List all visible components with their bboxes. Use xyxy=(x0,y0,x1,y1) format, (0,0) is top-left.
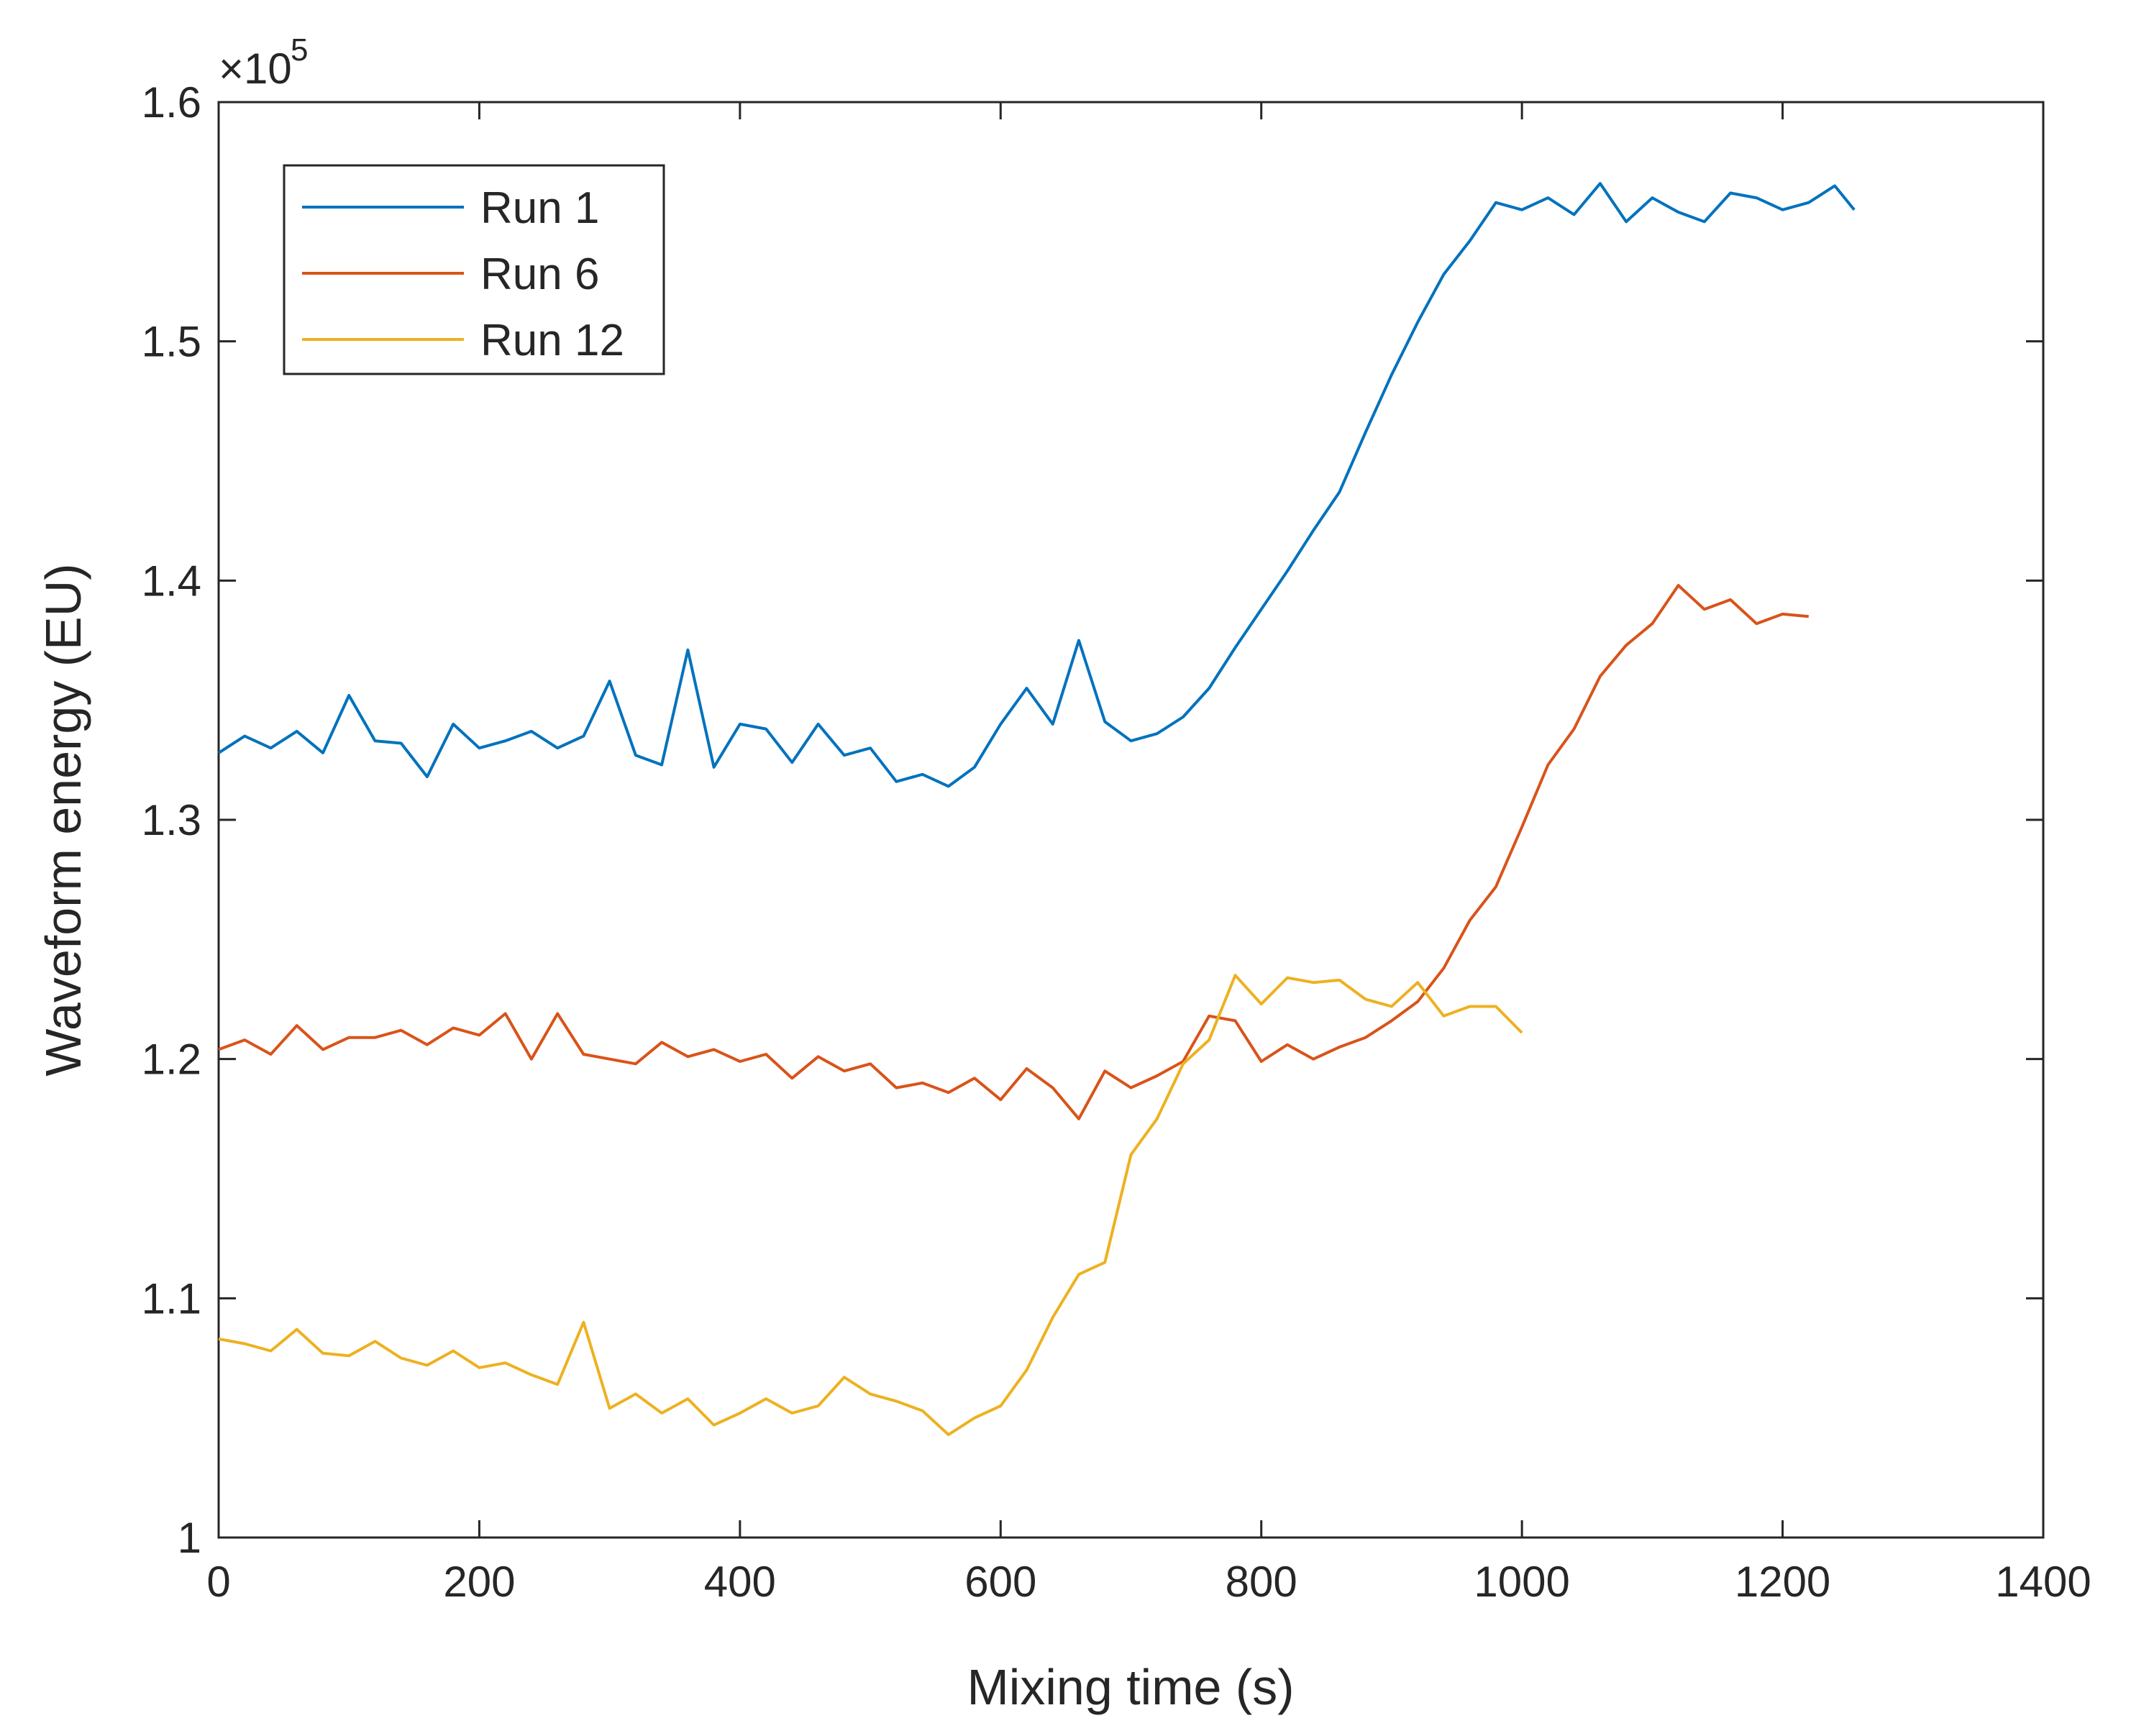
series-line-run-1 xyxy=(217,182,1856,788)
legend-label-run-12: Run 12 xyxy=(480,316,624,365)
y-tick-label: 1.5 xyxy=(142,318,201,366)
x-tick-label: 400 xyxy=(704,1558,776,1606)
series-line-run-12 xyxy=(218,974,1523,1436)
series-layer xyxy=(217,182,1856,1436)
y-exponent-base: ×10 xyxy=(219,45,292,93)
y-tick-label: 1.6 xyxy=(142,78,201,127)
y-tick-label: 1 xyxy=(178,1514,201,1562)
x-tick-label: 800 xyxy=(1226,1558,1297,1606)
y-axis-title: Waveform energy (EU) xyxy=(35,563,91,1076)
x-tick-label: 200 xyxy=(443,1558,515,1606)
series-line-run-6 xyxy=(218,584,1809,1120)
x-tick-label: 0 xyxy=(206,1558,230,1606)
x-tick-label: 1000 xyxy=(1474,1558,1569,1606)
x-tick-label: 600 xyxy=(964,1558,1036,1606)
y-tick-label: 1.3 xyxy=(142,796,201,844)
legend-label-run-6: Run 6 xyxy=(480,250,599,299)
legend: Run 1 Run 6 Run 12 xyxy=(283,164,665,375)
y-tick-label: 1.2 xyxy=(142,1036,201,1084)
legend-label-run-1: Run 1 xyxy=(480,183,599,233)
y-tick-label: 1.1 xyxy=(142,1274,201,1322)
ticks-layer: 0 200 400 600 800 1000 1200 1400 1 1.1 1.2 1.3 1.4 1.… xyxy=(142,78,2091,1606)
y-tick-label: 1.4 xyxy=(142,557,201,605)
x-axis-title: Mixing time (s) xyxy=(967,1659,1294,1715)
x-tick-label: 1400 xyxy=(1995,1558,2091,1606)
x-tick-label: 1200 xyxy=(1735,1558,1830,1606)
y-exponent-power: 5 xyxy=(291,32,308,68)
